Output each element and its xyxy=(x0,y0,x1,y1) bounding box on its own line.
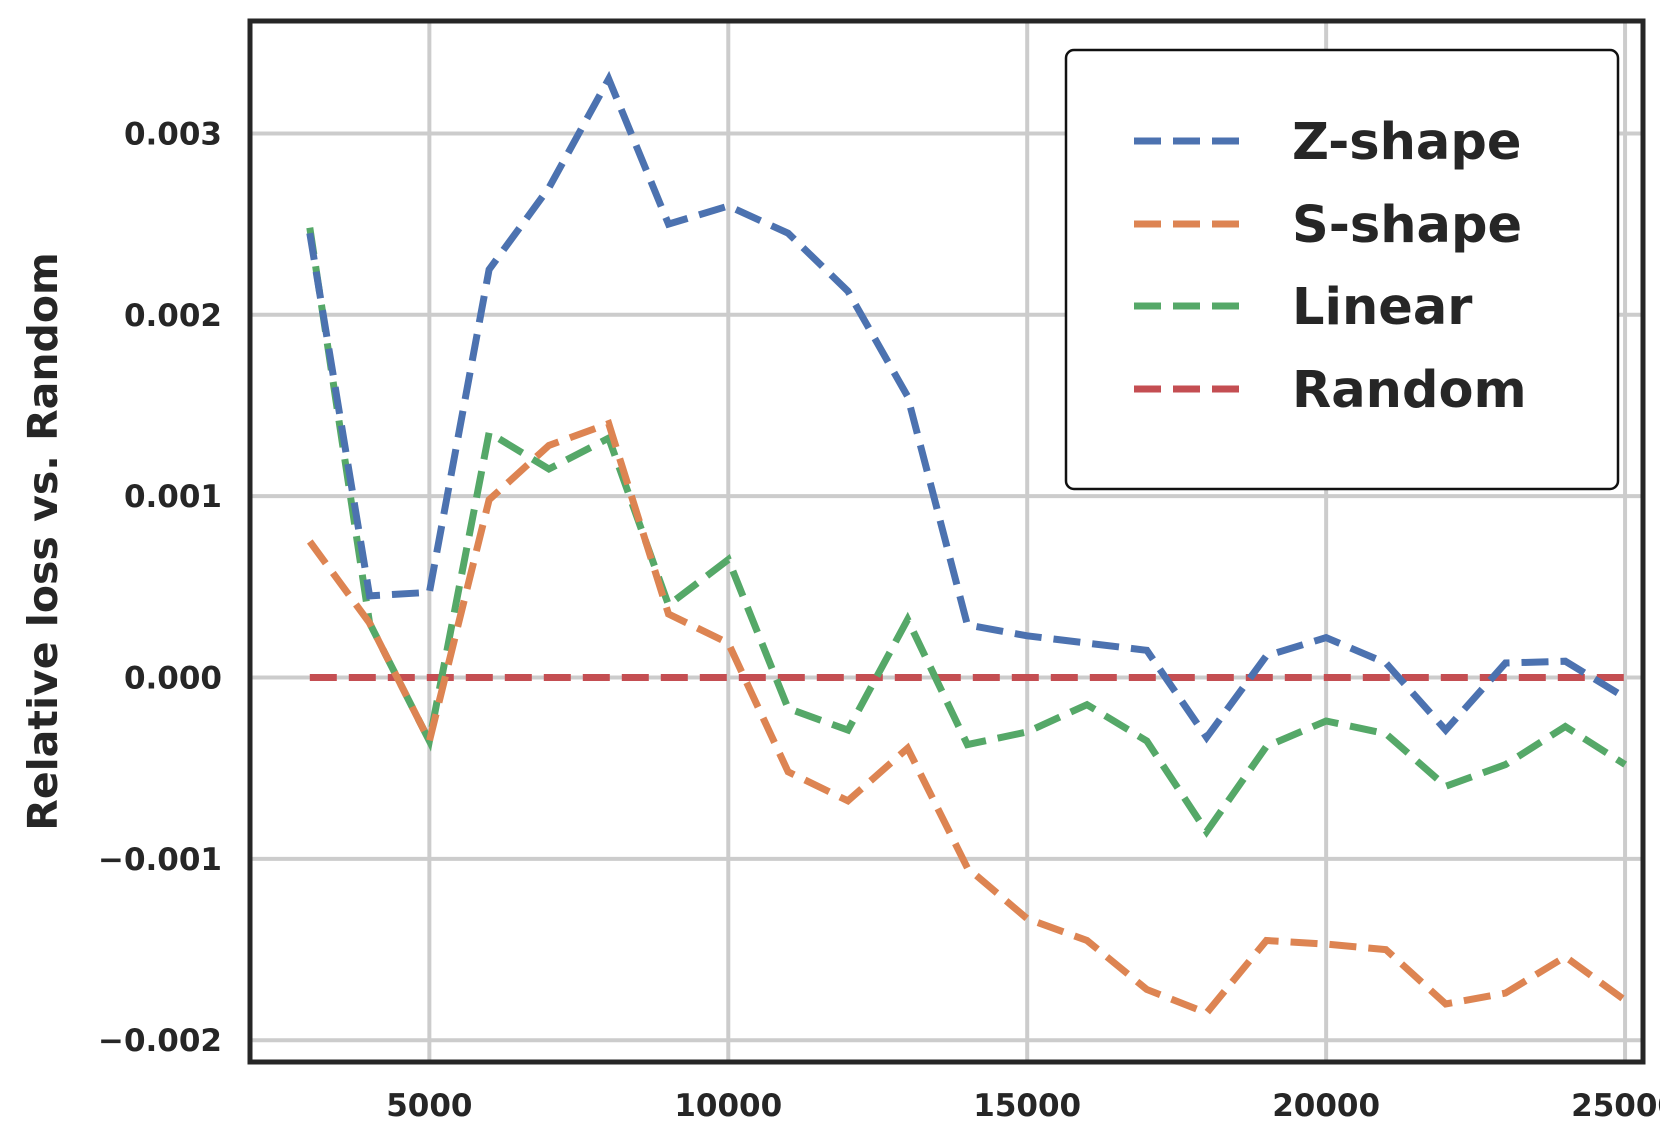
y-tick-label: 0.002 xyxy=(124,298,222,334)
legend-label-s-shape: S-shape xyxy=(1292,196,1522,255)
y-tick-label: −0.002 xyxy=(98,1023,222,1059)
x-tick-label: 15000 xyxy=(973,1088,1081,1124)
x-tick-label: 5000 xyxy=(386,1088,472,1124)
x-tick-label: 10000 xyxy=(674,1088,782,1124)
x-tick-label: 20000 xyxy=(1272,1088,1380,1124)
legend-label-z-shape: Z-shape xyxy=(1292,113,1521,172)
series-line-linear xyxy=(306,227,1627,838)
x-tick-label: 25000 xyxy=(1571,1088,1660,1124)
legend-label-linear: Linear xyxy=(1292,278,1472,337)
legend: Z-shape S-shape Linear Random xyxy=(1064,48,1620,491)
plot-frame xyxy=(247,18,1646,1065)
y-axis-ticks: −0.002 −0.001 0.000 0.001 0.002 0.003 xyxy=(98,116,222,1059)
legend-box xyxy=(1064,48,1620,491)
y-tick-label: 0.001 xyxy=(124,479,222,515)
series-line-z-shape xyxy=(306,70,1627,744)
y-tick-label: 0.003 xyxy=(124,116,222,152)
series-line-s-shape xyxy=(306,419,1628,1018)
legend-items: Z-shape S-shape Linear Random xyxy=(1134,113,1527,420)
legend-label-random: Random xyxy=(1292,361,1527,420)
y-axis-label: Relative loss vs. Random xyxy=(19,252,67,831)
y-tick-label: −0.001 xyxy=(98,842,222,878)
x-axis-ticks: 5000 10000 15000 20000 25000 xyxy=(386,1088,1660,1124)
plot-lines xyxy=(306,70,1628,1018)
y-tick-label: 0.000 xyxy=(124,661,222,697)
